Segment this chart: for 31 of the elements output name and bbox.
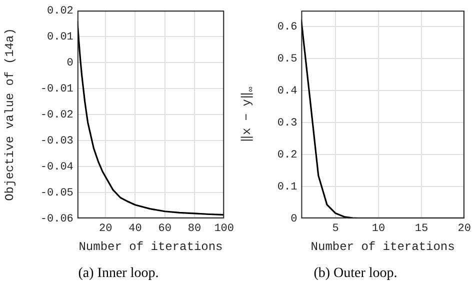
x-axis-title: Number of iterations	[78, 240, 223, 254]
y-tick-label: 0	[66, 57, 74, 70]
y-tick-label: 0.4	[277, 85, 298, 98]
y-tick-label: -0.06	[40, 213, 74, 226]
y-tick-label: 0.6	[277, 21, 298, 34]
y-tick-label: -0.02	[40, 109, 74, 122]
y-tick-label: -0.04	[40, 161, 74, 174]
y-tick-label: 0.5	[277, 53, 298, 66]
x-tick-label: 20	[98, 222, 112, 235]
y-tick-label: 0.01	[47, 31, 74, 44]
x-tick-label: 100	[214, 222, 234, 235]
y-tick-label: 0.3	[277, 117, 298, 130]
text: (a) Inner loop.	[77, 266, 160, 282]
text: (b) Outer loop.	[312, 266, 398, 282]
x-tick-label: 40	[128, 222, 142, 235]
y-tick-label: 0	[290, 213, 298, 226]
y-tick-label: -0.03	[40, 135, 74, 148]
x-tick-label: 20	[458, 222, 471, 235]
y-axis-title: Objective value of (14a)	[3, 28, 18, 201]
x-tick-label: 15	[414, 222, 428, 235]
x-tick-label: 60	[158, 222, 172, 235]
x-tick-label: 5	[332, 222, 339, 235]
y-tick-label: 0.02	[47, 6, 74, 18]
x-tick-label: 10	[372, 222, 386, 235]
y-axis-title: ‖x − y‖∞	[240, 86, 256, 142]
y-tick-label: -0.01	[40, 83, 74, 96]
y-tick-label: 0.2	[277, 149, 298, 162]
x-tick-label: 80	[188, 222, 202, 235]
x-axis-title: Number of iterations	[310, 240, 455, 254]
y-tick-label: 0.1	[277, 181, 298, 194]
y-tick-label: -0.05	[40, 187, 74, 200]
